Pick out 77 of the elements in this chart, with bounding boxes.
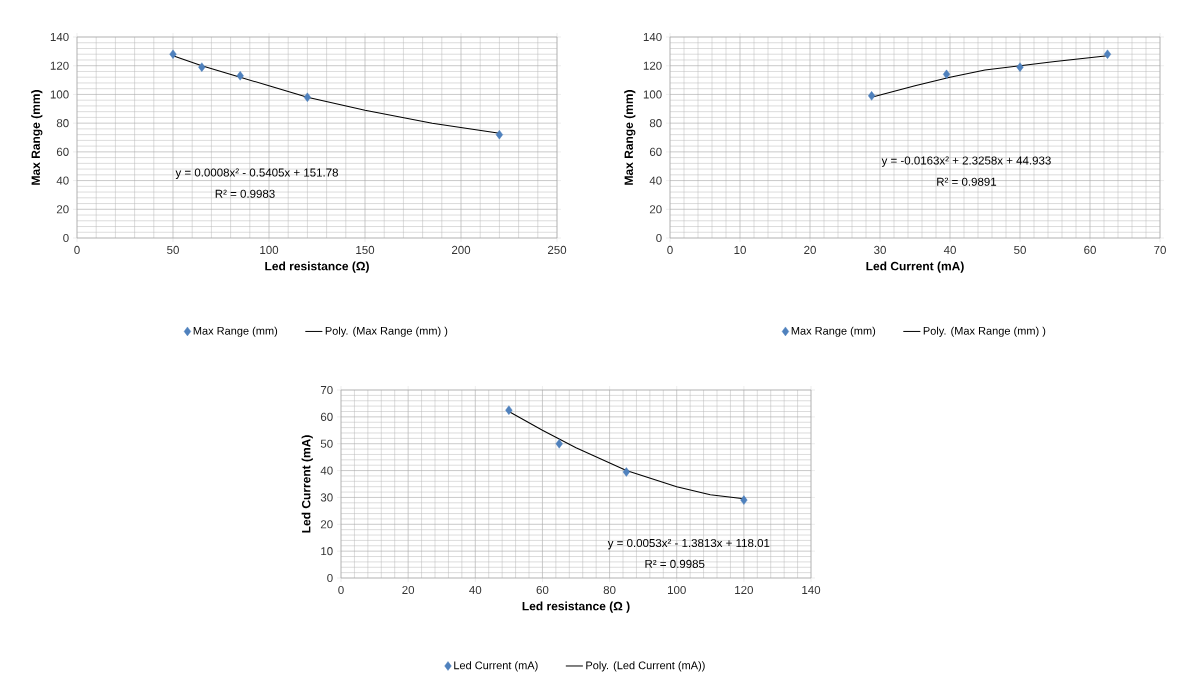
point <box>236 71 244 81</box>
y-tick-label: 120 <box>643 61 662 70</box>
x-tick-label: 120 <box>735 585 753 595</box>
y-tick-label: 70 <box>320 385 333 395</box>
x-tick-label: 250 <box>547 245 567 255</box>
y-tick-label: 80 <box>56 119 69 128</box>
y-tick-label: 100 <box>643 90 662 99</box>
point <box>868 91 876 101</box>
x-axis-title: Led Current (mA) <box>866 261 964 273</box>
legend-label: Led Current (mA) <box>454 661 538 672</box>
y-tick-label: 20 <box>320 520 333 529</box>
point <box>505 405 513 415</box>
y-tick-label: 80 <box>649 119 662 128</box>
y-tick-label: 30 <box>320 493 333 502</box>
point <box>198 62 206 72</box>
legend-label: Poly. (Max Range (mm) ) <box>923 326 1046 337</box>
legend-label: Poly. (Led Current (mA)) <box>586 661 705 672</box>
point <box>1016 62 1024 72</box>
y-axis-title: Max Range (mm) <box>31 90 43 185</box>
x-axis-title: Led resistance (Ω) <box>265 261 369 273</box>
x-tick-label: 20 <box>402 585 415 595</box>
point <box>740 495 748 505</box>
x-tick-label: 40 <box>943 245 956 255</box>
x-tick-label: 100 <box>260 245 279 255</box>
y-axis-title: Max Range (mm) <box>624 90 636 185</box>
legend-label: Max Range (mm) <box>791 326 876 337</box>
y-tick-label: 0 <box>656 233 662 243</box>
y-tick-label: 140 <box>50 32 69 42</box>
y-tick-label: 10 <box>321 547 333 556</box>
y-tick-label: 50 <box>320 439 333 448</box>
point <box>1103 49 1112 59</box>
y-tick-label: 20 <box>649 205 662 214</box>
annotation: y = 0.0008x² - 0.5405x + 151.78 <box>175 168 338 179</box>
y-tick-label: 120 <box>50 61 69 70</box>
x-tick-label: 20 <box>804 245 816 255</box>
y-tick-label: 60 <box>649 147 662 156</box>
x-tick-label: 10 <box>734 245 746 255</box>
point <box>942 69 951 80</box>
y-axis-title: Led Current (mA) <box>301 435 313 533</box>
x-tick-label: 140 <box>802 585 821 595</box>
point <box>555 439 563 449</box>
y-tick-label: 40 <box>320 466 333 475</box>
x-tick-label: 100 <box>668 585 686 595</box>
x-tick-label: 50 <box>1014 245 1026 255</box>
x-tick-label: 60 <box>1084 245 1096 255</box>
point <box>303 92 311 102</box>
y-tick-label: 0 <box>63 233 69 243</box>
x-tick-label: 80 <box>603 585 616 595</box>
annotation: R² = 0.9985 <box>645 559 705 568</box>
y-tick-label: 40 <box>56 176 69 185</box>
x-tick-label: 70 <box>1154 245 1166 255</box>
y-tick-label: 0 <box>327 573 333 583</box>
x-tick-label: 200 <box>451 245 471 255</box>
y-tick-label: 60 <box>56 147 69 156</box>
x-tick-label: 150 <box>356 245 375 255</box>
x-axis-title: Led resistance (Ω ) <box>522 601 630 613</box>
y-tick-label: 100 <box>50 90 69 99</box>
x-tick-label: 60 <box>536 585 549 595</box>
annotation: y = 0.0053x² - 1.3813x + 118.01 <box>607 538 770 550</box>
y-tick-label: 140 <box>643 32 662 42</box>
x-tick-label: 0 <box>667 245 673 255</box>
x-tick-label: 0 <box>338 585 344 595</box>
x-tick-label: 50 <box>167 245 179 255</box>
x-tick-label: 40 <box>469 585 482 595</box>
x-tick-label: 0 <box>74 245 80 255</box>
annotation: R² = 0.9983 <box>215 189 275 198</box>
legend-label: Max Range (mm) <box>193 326 278 337</box>
annotation: R² = 0.9891 <box>937 177 997 186</box>
y-tick-label: 20 <box>56 205 69 214</box>
y-tick-label: 60 <box>320 412 333 421</box>
y-tick-label: 40 <box>649 176 662 185</box>
point <box>169 49 177 59</box>
x-tick-label: 30 <box>874 245 886 255</box>
annotation: y = -0.0163x² + 2.3258x + 44.933 <box>881 156 1051 167</box>
point <box>622 467 630 477</box>
point <box>495 129 503 140</box>
legend-label: Poly. (Max Range (mm) ) <box>325 326 448 337</box>
